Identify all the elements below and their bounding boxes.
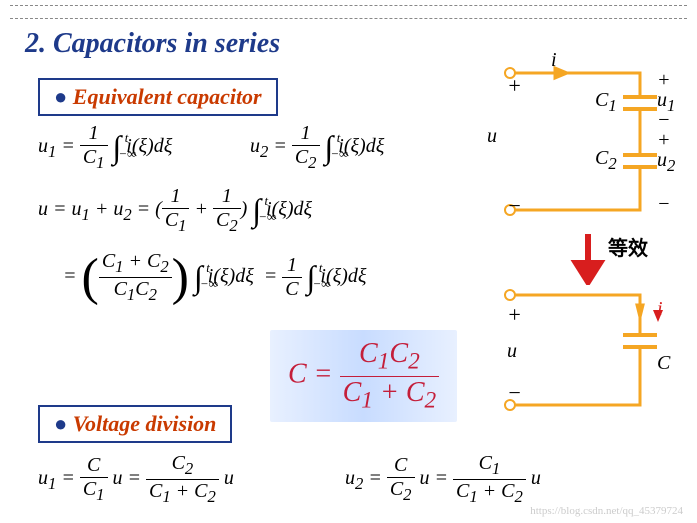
bullet-icon: ●: [54, 411, 67, 436]
section-voltage-division: ● Voltage division: [38, 405, 232, 443]
label-C2: C2: [595, 147, 617, 174]
label-i-eq: i: [657, 298, 663, 321]
equation-vdiv-u2: u2 = CC2 u = C1C1 + C2 u: [345, 452, 541, 507]
equation-u2: u2 = 1C2 ∫t−∞ i(ξ)dξ: [250, 122, 384, 173]
equation-u1: u1 = 1C1 ∫t−∞ i(ξ)dξ: [38, 122, 172, 173]
circuit-series: i + − u C1 C2 + u1 − + u2 −: [495, 55, 680, 230]
section-equivalent-capacitor: ● Equivalent capacitor: [38, 78, 278, 116]
label-minus-left-bot: −: [507, 193, 522, 219]
circuit-equivalent: i + u − C: [495, 280, 680, 425]
bullet-icon: ●: [54, 84, 67, 109]
label-u-eq: u: [507, 340, 517, 363]
equation-vdiv-u1: u1 = CC1 u = C2C1 + C2 u: [38, 452, 234, 507]
page-title: 2. Capacitors in series: [25, 28, 280, 60]
label-C-eq: C: [657, 352, 670, 375]
label-plus-eq: +: [507, 302, 522, 328]
label-equiv: 等效: [608, 232, 648, 261]
label-minus-eq: −: [507, 380, 522, 406]
label-u2-circ: u2: [657, 149, 675, 176]
section-label-vdiv: Voltage division: [73, 411, 217, 436]
equation-combined: = (C1 + C2C1C2) ∫t−∞ i(ξ)dξ = 1C ∫t−∞ i(…: [63, 248, 366, 307]
top-border-decoration: [10, 5, 687, 19]
highlight-formula: C = C1C2C1 + C2: [270, 330, 457, 422]
label-plus-left-top: +: [507, 73, 522, 99]
label-minus-right2: −: [657, 193, 671, 216]
equation-sum: u = u1 + u2 = (1C1 + 1C2) ∫t−∞ i(ξ)dξ: [38, 185, 312, 236]
label-u: u: [487, 125, 497, 148]
label-i: i: [551, 49, 557, 72]
label-C1: C1: [595, 89, 617, 116]
section-label-equiv: Equivalent capacitor: [73, 84, 262, 109]
watermark: https://blog.csdn.net/qq_45379724: [530, 505, 683, 517]
